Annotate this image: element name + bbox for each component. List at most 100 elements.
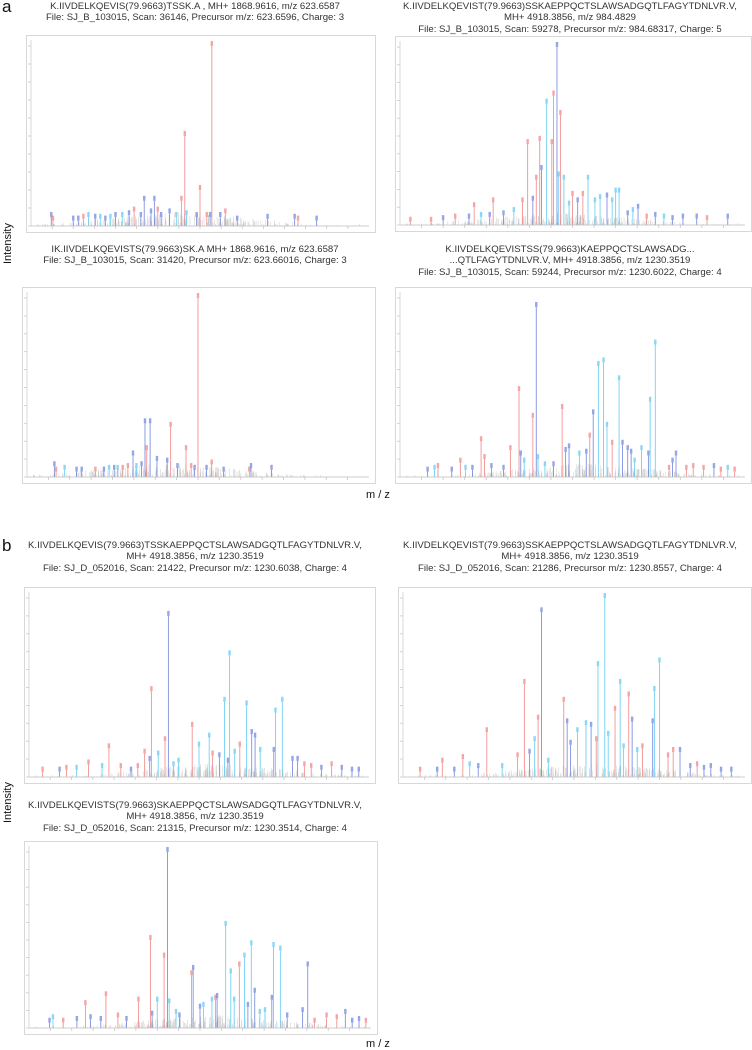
title-line: File: SJ_B_103015, Scan: 36146, Precurso… (45, 12, 345, 24)
y-axis-label-b: Intensity (2, 782, 14, 823)
peak-label-marker (674, 450, 678, 456)
peak-label-marker (104, 991, 108, 997)
peak-label-marker (479, 436, 483, 442)
peak-label-marker (523, 457, 526, 463)
peak-label-marker (100, 763, 104, 769)
peak-label-marker (726, 213, 729, 219)
peak-label-marker (94, 213, 97, 219)
spectrum-plot (28, 40, 369, 229)
plot-area (395, 36, 752, 232)
peak-label-marker (53, 461, 56, 467)
peak-label-marker (205, 212, 208, 217)
peak-label-marker (605, 192, 609, 198)
peak-label-marker (631, 207, 635, 213)
peak-label-marker (166, 847, 169, 852)
peak-label-marker (630, 716, 634, 722)
peak-label-marker (441, 215, 445, 221)
plot-area (24, 841, 378, 1035)
title-line: ...QTLFAGYTDNLVR.V, MH+ 4918.3856, m/z 1… (449, 255, 691, 267)
peak-label-marker (296, 215, 300, 221)
peak-label-marker (562, 174, 566, 180)
peak-label-marker (562, 696, 565, 702)
peak-label-marker (647, 450, 650, 456)
peak-label-marker (603, 593, 606, 598)
peak-label-marker (468, 761, 471, 767)
peak-label-marker (303, 761, 306, 767)
peak-label-marker (490, 463, 493, 469)
title-line: File: SJ_D_052016, Scan: 21315, Precurso… (43, 822, 347, 834)
peak-label-marker (576, 727, 579, 733)
peak-label-marker (576, 197, 579, 203)
peak-label-marker (569, 739, 572, 745)
peak-label-marker (483, 454, 486, 460)
title-line: File: SJ_D_052016, Scan: 21286, Precurso… (418, 562, 722, 574)
peak-label-marker (75, 1015, 79, 1021)
peak-label-marker (107, 464, 111, 470)
spectrum-title: K.IIVDELKQEVIS(79.9663)TSSK.A , MH+ 1868… (14, 1, 376, 24)
peak-label-marker (233, 996, 236, 1002)
peak-label-marker (526, 139, 529, 145)
panel-label-b: b (2, 536, 12, 555)
peak-label-marker (533, 736, 536, 742)
peak-label-marker (617, 187, 621, 193)
peak-label-marker (671, 457, 674, 463)
peak-label-marker (198, 185, 202, 190)
peak-label-marker (121, 212, 124, 217)
peak-label-marker (536, 454, 540, 460)
peak-label-marker (159, 212, 163, 217)
peak-label-marker (531, 195, 535, 201)
peak-label-marker (148, 418, 152, 424)
peak-label-marker (87, 212, 90, 217)
peak-label-marker (626, 445, 629, 451)
peak-label-marker (259, 746, 262, 752)
peak-label-marker (325, 1012, 328, 1018)
spectrum-title: K.IIVDELKQEVIST(79.9663)SSKAEPPQCTSLAWSA… (388, 1, 752, 35)
peak-label-marker (210, 996, 214, 1002)
peak-label-marker (516, 752, 519, 758)
peak-label-marker (208, 732, 211, 738)
peak-label-marker (197, 741, 201, 747)
peak-label-marker (172, 761, 175, 767)
peak-label-marker (588, 432, 591, 438)
peak-label-marker (547, 757, 550, 763)
peak-label-marker (364, 1017, 368, 1023)
peak-label-marker (178, 1012, 181, 1018)
peak-label-marker (610, 197, 614, 203)
peak-label-marker (613, 705, 617, 711)
peak-label-marker (223, 696, 226, 702)
peak-label-marker (243, 952, 246, 958)
title-line: MH+ 4918.3856, m/z 984.4829 (503, 12, 636, 24)
peak-label-marker (270, 464, 273, 470)
title-line: K.IIVDELKQEVIST(79.9663)SSKAEPPQCTSLAWSA… (403, 540, 737, 551)
peak-label-marker (559, 109, 562, 115)
peak-label-marker (671, 215, 674, 221)
peak-label-marker (667, 464, 671, 470)
peak-label-marker (99, 213, 102, 219)
peak-label-marker (228, 650, 231, 656)
peak-label-marker (153, 195, 156, 201)
peak-label-marker (436, 463, 440, 469)
peak-label-marker (671, 746, 675, 752)
peak-label-marker (219, 212, 222, 217)
peak-label-marker (535, 174, 538, 180)
peak-label-marker (636, 203, 640, 209)
panel-label-a: a (2, 0, 12, 16)
peak-label-marker (472, 202, 476, 208)
title-line: File: SJ_D_052016, Scan: 21422, Precurso… (43, 562, 347, 574)
peak-label-marker (274, 707, 277, 713)
peak-label-marker (640, 445, 643, 451)
spectrum-b2: K.IIVDELKQEVIST(79.9663)SSKAEPPQCTSLAWSA… (388, 536, 752, 786)
peak-label-marker (538, 135, 541, 141)
peak-label-marker (224, 208, 227, 214)
spectrum-plot (397, 41, 745, 228)
peak-label-marker (163, 736, 167, 742)
peak-label-marker (592, 409, 595, 415)
peak-label-marker (82, 213, 85, 219)
plot-area (24, 587, 376, 784)
peak-label-marker (143, 418, 147, 424)
peak-label-marker (102, 466, 106, 472)
peak-label-marker (248, 466, 251, 472)
peak-label-marker (250, 940, 253, 946)
peak-label-marker (589, 721, 593, 727)
peak-label-marker (571, 190, 574, 196)
